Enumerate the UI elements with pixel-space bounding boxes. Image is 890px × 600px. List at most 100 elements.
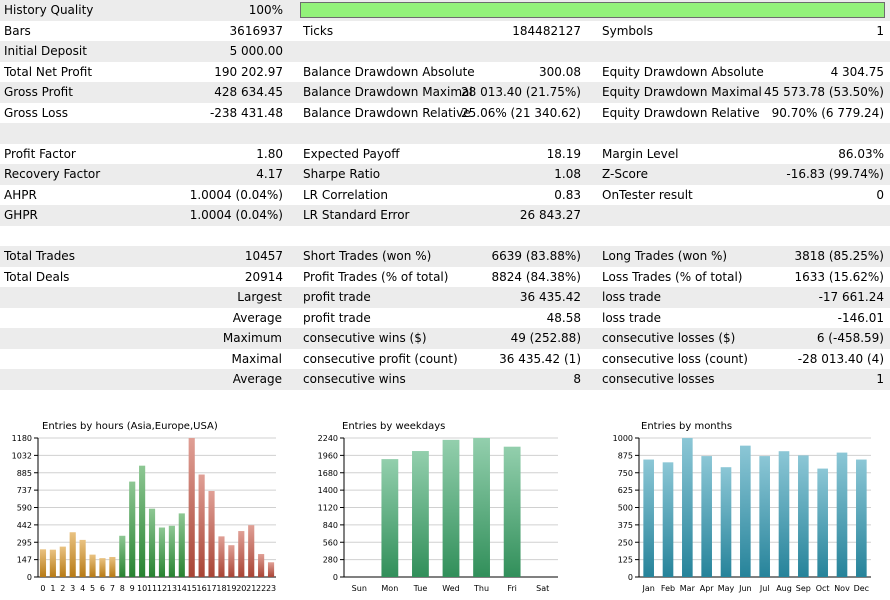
metric-label: profit trade bbox=[303, 310, 371, 325]
metric-label: Sharpe Ratio bbox=[303, 167, 381, 181]
metric-label: Bars bbox=[4, 23, 31, 38]
metric-value: 28 013.40 (21.75%) bbox=[460, 85, 581, 99]
y-tick-label: 840 bbox=[323, 521, 338, 530]
metric-label: Expected Payoff bbox=[303, 146, 400, 161]
chart-bar bbox=[238, 531, 245, 577]
chart-bar bbox=[208, 491, 215, 577]
x-tick-label: Aug bbox=[776, 584, 792, 593]
x-tick-label: Sat bbox=[536, 584, 549, 593]
metric-value: 6639 (83.88%) bbox=[491, 249, 581, 263]
chart-bar bbox=[817, 468, 828, 577]
chart-bar bbox=[49, 549, 56, 577]
x-tick-label: 0 bbox=[40, 584, 45, 593]
x-tick-label: Mar bbox=[680, 584, 696, 593]
chart-bar bbox=[503, 446, 521, 577]
report-row: Gross Profit 428 634.45 Balance Drawdown M… bbox=[0, 82, 890, 103]
y-tick-label: 590 bbox=[17, 504, 32, 513]
chart-bar bbox=[69, 532, 76, 577]
metric-value: 3616937 bbox=[229, 23, 283, 38]
metric-label: Short Trades (won %) bbox=[303, 249, 432, 263]
metric-value: 10457 bbox=[244, 249, 283, 263]
metric-value: 25.06% (21 340.62) bbox=[460, 105, 581, 120]
chart-bar bbox=[218, 536, 225, 577]
strategy-tester-report: History Quality 100% Bars 3616937 Ticks 18448… bbox=[0, 0, 890, 390]
chart-bar bbox=[442, 439, 460, 577]
chart-bar bbox=[473, 438, 490, 577]
x-tick-label: Sep bbox=[796, 584, 811, 593]
y-tick-label: 0 bbox=[27, 573, 32, 582]
chart-bar bbox=[682, 438, 693, 577]
metric-value: 48.58 bbox=[546, 310, 581, 325]
metric-value: -146.01 bbox=[837, 310, 884, 325]
metric-label: Loss Trades (% of total) bbox=[602, 269, 743, 284]
metric-value: 184482127 bbox=[512, 23, 581, 38]
y-tick-label: 1000 bbox=[613, 434, 633, 443]
chart-bar bbox=[412, 451, 429, 577]
metric-value: 8 bbox=[573, 372, 581, 386]
chart-bar bbox=[798, 455, 809, 577]
metric-label: Recovery Factor bbox=[4, 167, 101, 181]
entries-charts: Entries by hours (Asia,Europe,USA) 1180 10… bbox=[0, 414, 890, 600]
report-row: Average consecutive wins 8 consecutive loss… bbox=[0, 369, 890, 390]
metric-label: Profit Trades (% of total) bbox=[303, 269, 449, 284]
x-tick-label: Apr bbox=[700, 584, 715, 593]
metric-value: 5 000.00 bbox=[229, 44, 283, 58]
y-tick-label: 0 bbox=[333, 573, 338, 582]
metric-label: Gross Profit bbox=[4, 85, 73, 99]
metric-label: consecutive profit (count) bbox=[303, 351, 458, 366]
x-tick-label: 21 bbox=[246, 584, 256, 593]
x-tick-label: 10 bbox=[137, 584, 147, 593]
metric-label: Equity Drawdown Absolute bbox=[602, 64, 764, 79]
y-tick-label: 250 bbox=[618, 538, 633, 547]
chart-bar bbox=[139, 465, 146, 577]
x-tick-label: 12 bbox=[157, 584, 167, 593]
report-row: Total Deals 20914 Profit Trades (% of tota… bbox=[0, 267, 890, 288]
metric-label: Profit Factor bbox=[4, 146, 76, 161]
chart-bar bbox=[643, 459, 654, 577]
metric-label: Equity Drawdown Relative bbox=[602, 105, 760, 120]
metric-label: Total Trades bbox=[4, 249, 75, 263]
metric-label: Long Trades (won %) bbox=[602, 249, 728, 263]
x-tick-label: 6 bbox=[100, 584, 105, 593]
y-tick-label: 375 bbox=[618, 521, 633, 530]
x-tick-label: Jul bbox=[759, 584, 770, 593]
metric-value: 1.0004 (0.04%) bbox=[189, 187, 283, 202]
chart-bar bbox=[59, 546, 66, 577]
chart-title: Entries by weekdays bbox=[342, 421, 445, 432]
chart-bar bbox=[119, 535, 126, 577]
x-tick-label: 3 bbox=[70, 584, 75, 593]
report-row: Largest profit trade 36 435.42 loss trade -1… bbox=[0, 287, 890, 308]
metric-value: 36 435.42 bbox=[519, 290, 581, 304]
chart-bar bbox=[720, 467, 732, 577]
report-row: Total Trades 10457 Short Trades (won %) 663… bbox=[0, 246, 890, 267]
chart-bar bbox=[109, 556, 116, 577]
metric-label: loss trade bbox=[602, 290, 661, 304]
chart-bar bbox=[228, 545, 235, 577]
metric-label: consecutive wins bbox=[303, 372, 406, 386]
y-tick-label: 125 bbox=[618, 556, 633, 565]
x-tick-label: 18 bbox=[216, 584, 226, 593]
row-group-label: Largest bbox=[237, 290, 282, 304]
y-tick-label: 280 bbox=[323, 556, 338, 565]
x-tick-label: Jan bbox=[641, 584, 654, 593]
y-tick-label: 295 bbox=[17, 538, 32, 547]
x-tick-label: 13 bbox=[167, 584, 177, 593]
report-row: History Quality 100% bbox=[0, 0, 890, 21]
metric-value: 300.08 bbox=[539, 64, 581, 79]
metric-value: 20914 bbox=[244, 269, 283, 284]
report-row bbox=[0, 226, 890, 247]
y-tick-label: 442 bbox=[17, 521, 32, 530]
chart-0: Entries by hours (Asia,Europe,USA)118010… bbox=[12, 421, 276, 593]
y-tick-label: 500 bbox=[618, 504, 633, 513]
chart-bar bbox=[836, 452, 848, 577]
x-tick-label: 5 bbox=[90, 584, 95, 593]
chart-bar bbox=[178, 513, 185, 577]
metric-value: 90.70% (6 779.24) bbox=[771, 105, 884, 120]
x-tick-label: Mon bbox=[381, 584, 398, 593]
x-tick-label: Feb bbox=[661, 584, 675, 593]
chart-bar bbox=[99, 558, 106, 577]
x-tick-label: Oct bbox=[816, 584, 830, 593]
chart-bar bbox=[198, 474, 205, 577]
report-row: Initial Deposit 5 000.00 bbox=[0, 41, 890, 62]
metric-label: Balance Drawdown Relative bbox=[303, 105, 471, 120]
